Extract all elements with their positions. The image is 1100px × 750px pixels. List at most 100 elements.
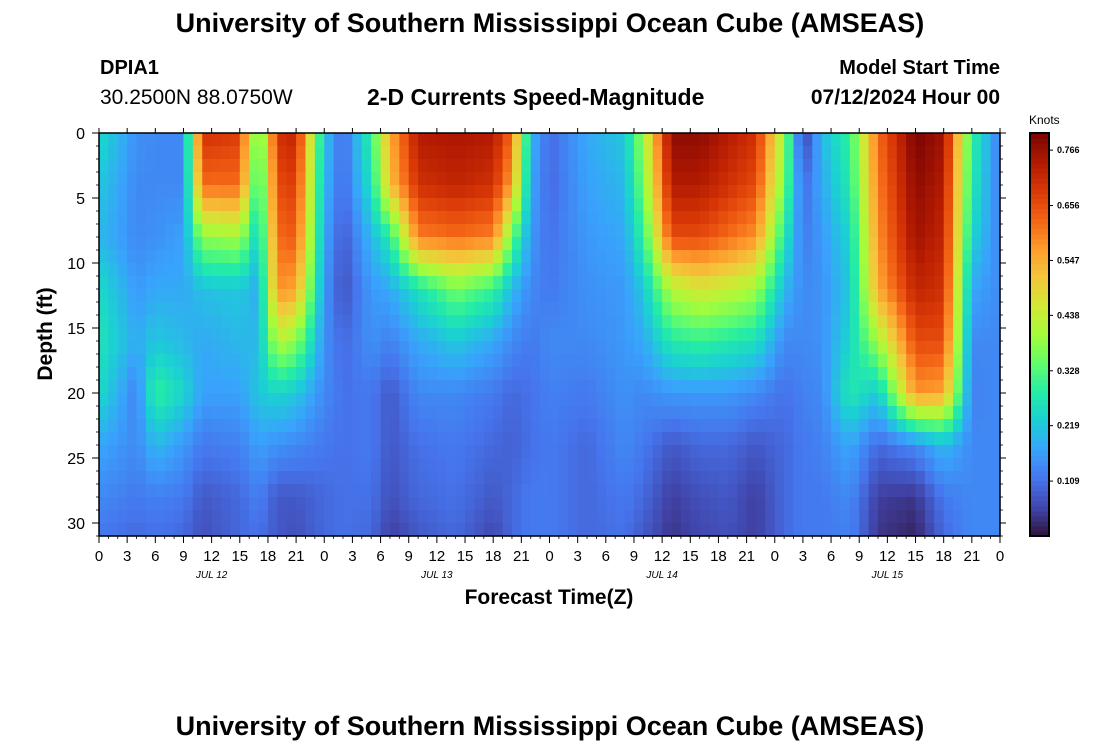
colorbar-swatch (1030, 274, 1049, 280)
heatmap-cell (962, 315, 973, 329)
heatmap-cell (831, 523, 842, 537)
heatmap-cell (812, 198, 823, 212)
heatmap-cell (587, 328, 598, 342)
heatmap-cell (221, 471, 231, 485)
heatmap-cell (99, 185, 109, 199)
heatmap-cell (943, 354, 954, 368)
heatmap-cell (577, 237, 588, 251)
heatmap-cell (474, 172, 485, 186)
heatmap-cell (802, 341, 813, 355)
heatmap-cell (784, 523, 795, 537)
colorbar-swatch (1030, 435, 1049, 441)
heatmap-cell (690, 510, 701, 524)
heatmap-cell (652, 146, 663, 160)
heatmap-cell (990, 484, 1001, 498)
heatmap-cell (587, 432, 598, 446)
heatmap-cell (680, 510, 691, 524)
heatmap-cell (699, 354, 710, 368)
heatmap-cell (145, 250, 156, 264)
heatmap-cell (127, 419, 138, 433)
heatmap-cell (924, 315, 935, 329)
heatmap-cell (493, 354, 504, 368)
colorbar-swatch (1030, 289, 1049, 295)
heatmap-cell (596, 510, 607, 524)
heatmap-cell (662, 367, 673, 381)
heatmap-cell (389, 510, 400, 524)
heatmap-cell (793, 146, 804, 160)
colorbar-swatch (1030, 294, 1049, 300)
heatmap-cell (352, 471, 363, 485)
heatmap-cell (981, 471, 992, 485)
heatmap-cell (521, 276, 532, 290)
heatmap-cell (314, 315, 325, 329)
heatmap-cell (502, 510, 513, 524)
heatmap-cell (230, 523, 241, 537)
heatmap-cell (380, 445, 391, 459)
heatmap-cell (286, 185, 297, 199)
heatmap-cell (953, 146, 964, 160)
heatmap-cell (521, 341, 532, 355)
heatmap-cell (746, 471, 757, 485)
heatmap-cell (662, 510, 673, 524)
heatmap-cell (615, 172, 626, 186)
heatmap-cell (324, 406, 335, 420)
heatmap-cell (718, 367, 729, 381)
heatmap-cell (389, 289, 400, 303)
heatmap-cell (418, 315, 429, 329)
heatmap-cell (286, 224, 297, 238)
heatmap-cell (249, 133, 260, 147)
heatmap-cell (652, 185, 663, 199)
heatmap-cell (511, 289, 522, 303)
colorbar-swatch (1030, 319, 1049, 326)
heatmap-cell (540, 237, 551, 251)
heatmap-cell (258, 185, 269, 199)
heatmap-cell (361, 185, 372, 199)
heatmap-cell (258, 523, 269, 537)
heatmap-cell (296, 328, 307, 342)
heatmap-cell (230, 302, 241, 316)
heatmap-cell (117, 289, 128, 303)
heatmap-cell (418, 419, 429, 433)
heatmap-cell (389, 380, 400, 394)
heatmap-cell (389, 471, 400, 485)
heatmap-cell (934, 419, 945, 433)
heatmap-cell (502, 497, 513, 511)
heatmap-cell (953, 367, 964, 381)
x-tick-label: 21 (738, 548, 755, 565)
heatmap-cell (305, 458, 316, 472)
heatmap-cell (981, 510, 992, 524)
heatmap-cell (577, 471, 588, 485)
heatmap-cell (699, 159, 710, 173)
station-id: DPIA1 (100, 57, 159, 79)
heatmap-cell (436, 484, 447, 498)
heatmap-cell (662, 445, 673, 459)
heatmap-cell (821, 133, 832, 147)
heatmap-cell (709, 367, 720, 381)
heatmap-cell (727, 367, 738, 381)
heatmap-cell (896, 510, 907, 524)
heatmap-cell (249, 211, 260, 225)
heatmap-cell (831, 198, 842, 212)
heatmap-cell (305, 406, 316, 420)
heatmap-cell (333, 289, 344, 303)
heatmap-cell (784, 172, 795, 186)
heatmap-cell (821, 263, 832, 277)
heatmap-cell (558, 497, 569, 511)
heatmap-cell (849, 302, 860, 316)
heatmap-cell (906, 341, 917, 355)
heatmap-cell (408, 445, 419, 459)
heatmap-cell (446, 380, 457, 394)
heatmap-cell (136, 419, 147, 433)
heatmap-cell (408, 315, 419, 329)
heatmap-cell (455, 432, 466, 446)
heatmap-cell (371, 406, 382, 420)
heatmap-cell (202, 367, 213, 381)
heatmap-cell (192, 133, 203, 147)
heatmap-cell (596, 419, 607, 433)
heatmap-cell (352, 185, 363, 199)
heatmap-cell (493, 263, 504, 277)
heatmap-cell (418, 367, 429, 381)
heatmap-cell (887, 432, 898, 446)
heatmap-cell (953, 471, 964, 485)
